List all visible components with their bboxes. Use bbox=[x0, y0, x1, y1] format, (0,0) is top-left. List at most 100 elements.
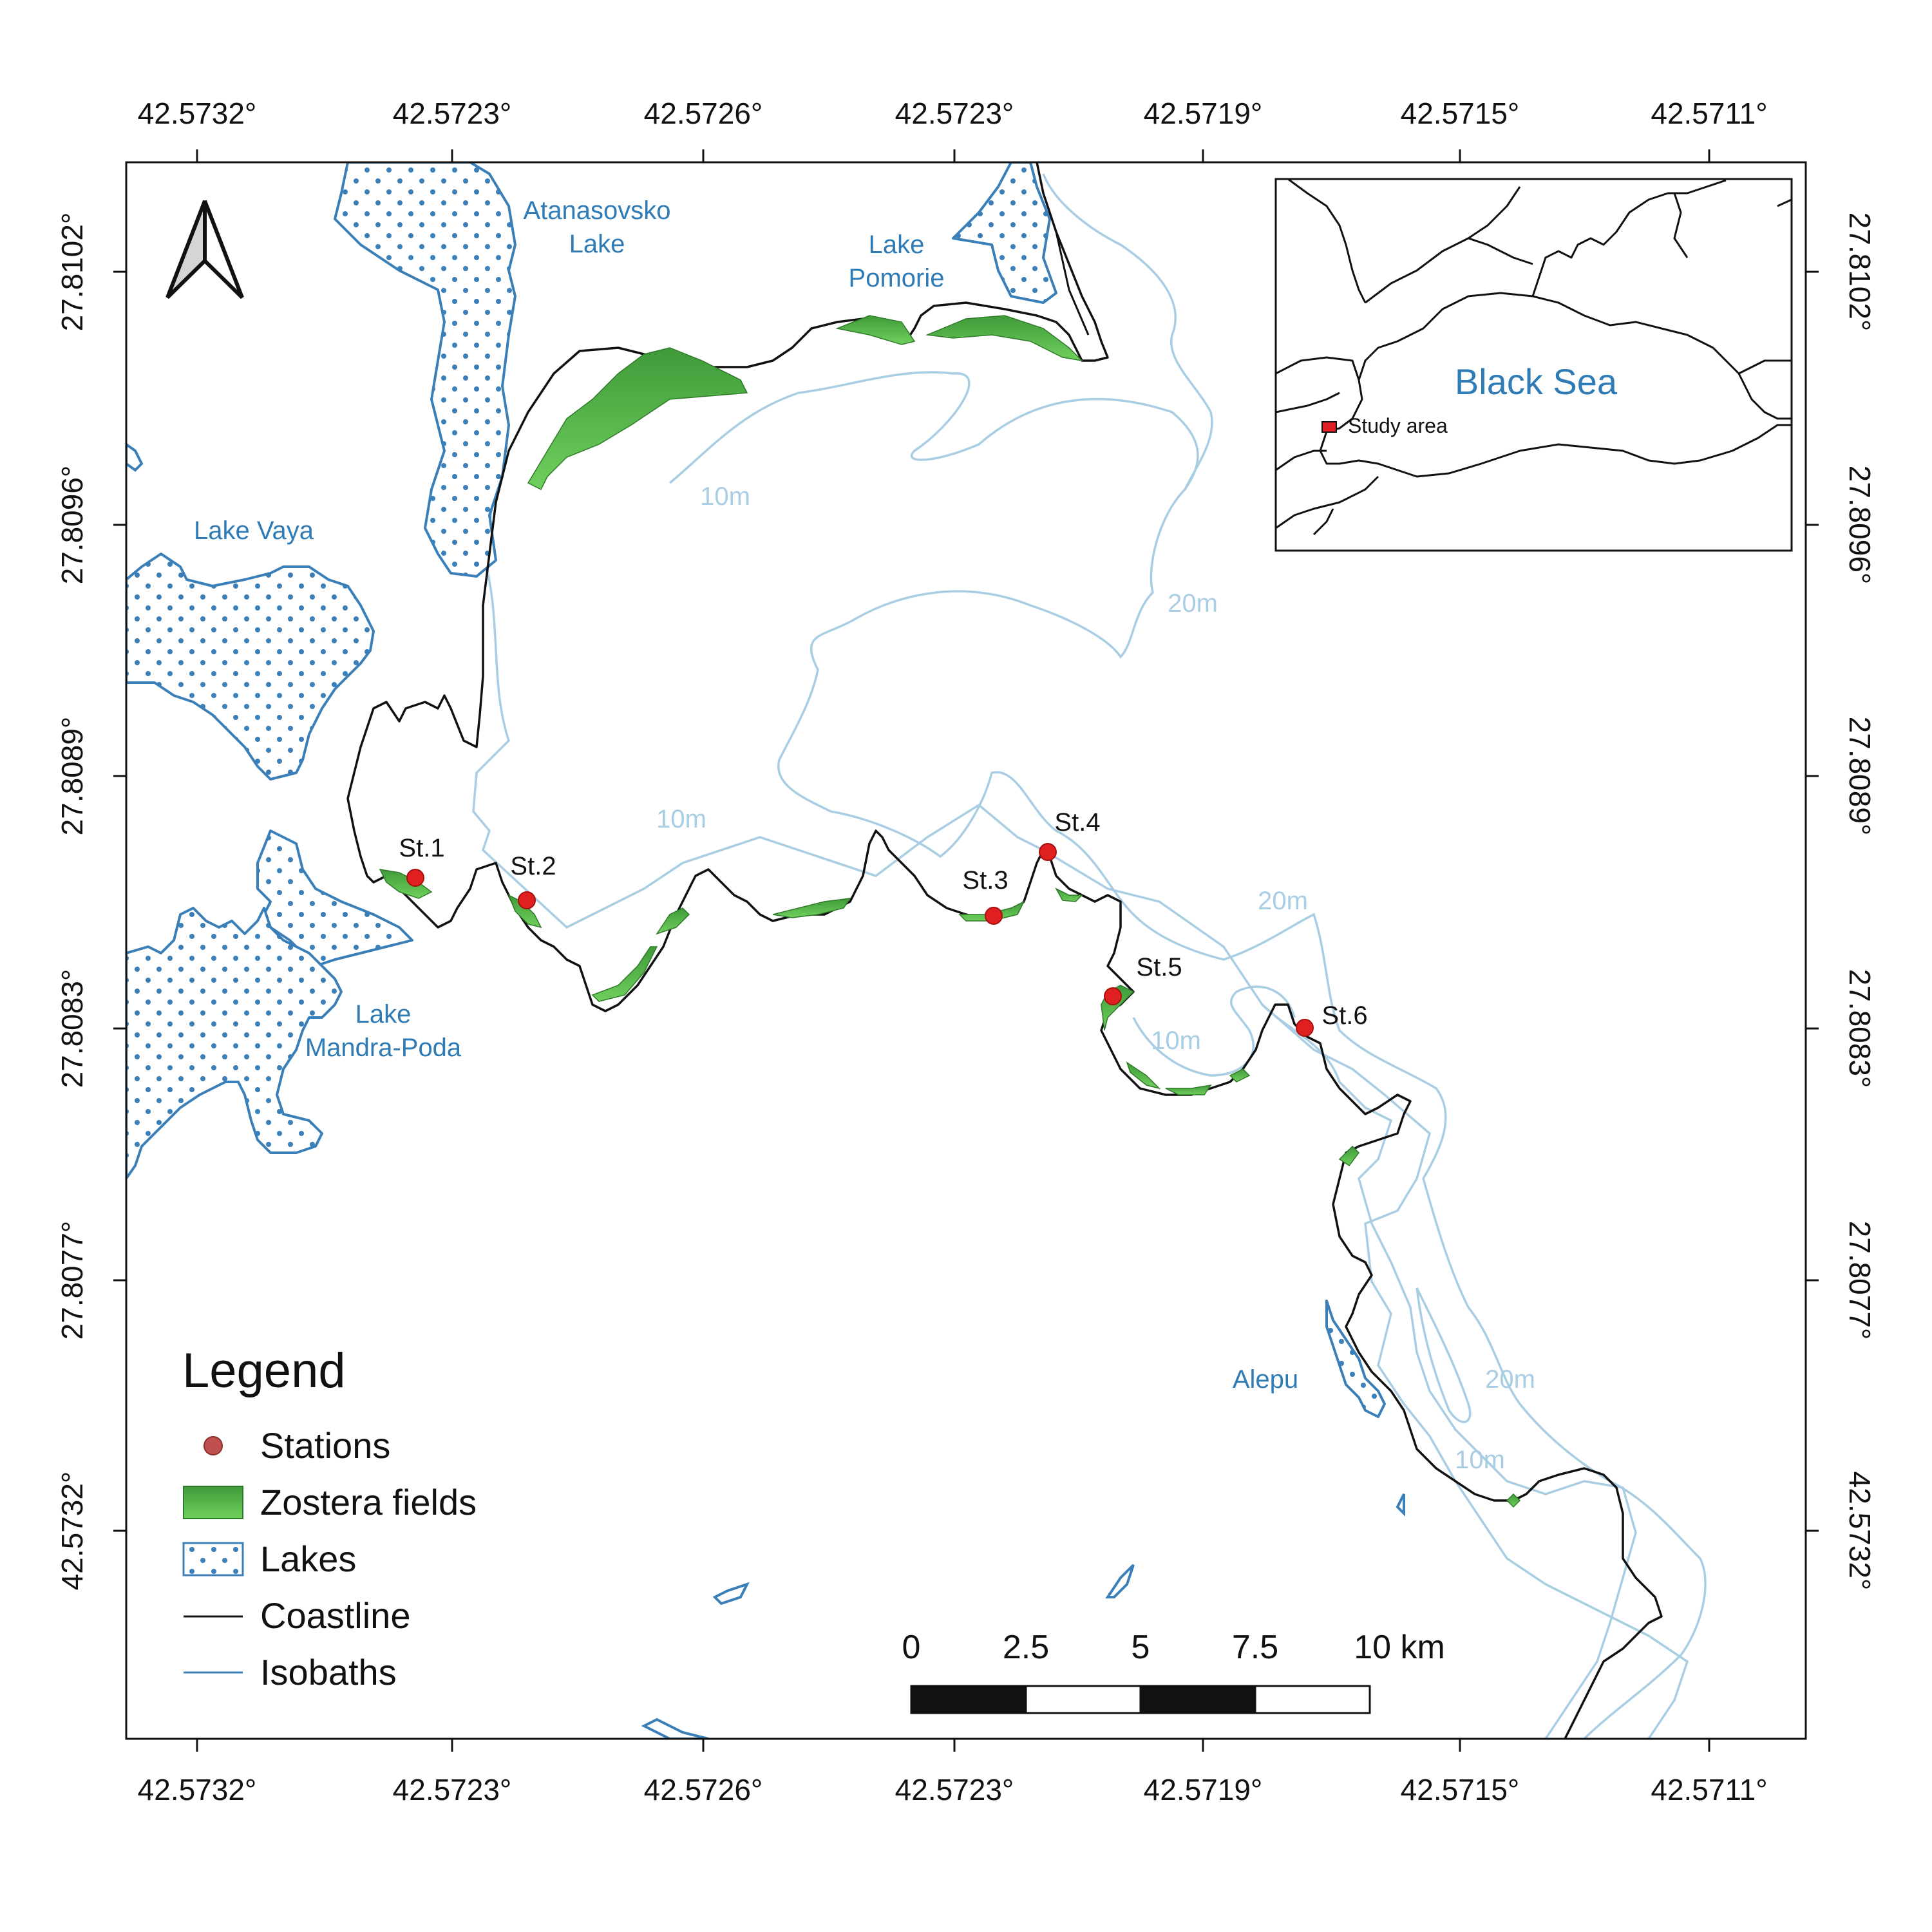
label-mandra-2: Mandra-Poda bbox=[305, 1034, 462, 1062]
top-tick-4: 42.5723° bbox=[895, 97, 1014, 130]
left-tick-3: 27.8089° bbox=[55, 717, 89, 836]
right-tick-4: 27.8083° bbox=[1843, 969, 1877, 1088]
left-tick-2: 27.8096° bbox=[55, 466, 89, 585]
top-tick-3: 42.5726° bbox=[644, 97, 763, 130]
islet-2 bbox=[1105, 1564, 1135, 1598]
zostera-cove-1 bbox=[1126, 1061, 1161, 1090]
lake-labels: Atanasovsko Lake Lake Pomorie Lake Vaya … bbox=[194, 196, 1298, 1394]
station-2-marker[interactable] bbox=[518, 891, 536, 909]
legend-label-isobaths: Isobaths bbox=[260, 1652, 397, 1692]
legend: Legend Stations Zostera fields Lakes Coa… bbox=[182, 1343, 477, 1692]
zostera-south-2 bbox=[1506, 1493, 1521, 1508]
bottom-tick-2: 42.5723° bbox=[393, 1773, 512, 1806]
bottom-axis-labels: 42.5732° 42.5723° 42.5726° 42.5723° 42.5… bbox=[138, 1773, 1768, 1806]
isobath-10m-north bbox=[472, 352, 1689, 1739]
stations bbox=[406, 843, 1314, 1037]
right-tick-1: 27.8102° bbox=[1843, 213, 1877, 332]
station-5-marker[interactable] bbox=[1104, 987, 1122, 1005]
isobath-inner-alepu bbox=[1416, 1287, 1472, 1423]
islets bbox=[126, 442, 1405, 1739]
scale-label-0: 0 bbox=[902, 1629, 921, 1666]
inset-border-4 bbox=[1673, 193, 1689, 258]
islet-3 bbox=[641, 1718, 709, 1739]
top-tick-2: 42.5723° bbox=[393, 97, 512, 130]
zostera-coast-3 bbox=[772, 898, 851, 918]
legend-station-icon bbox=[204, 1436, 223, 1455]
coastline-spit bbox=[1055, 231, 1090, 336]
bottom-tick-1: 42.5732° bbox=[138, 1773, 257, 1806]
inset-border-7 bbox=[1312, 508, 1334, 536]
station-label-5: St.5 bbox=[1136, 953, 1182, 981]
station-1-marker[interactable] bbox=[406, 869, 424, 887]
legend-label-lakes: Lakes bbox=[260, 1539, 356, 1579]
islet-4 bbox=[1396, 1493, 1405, 1517]
lake-mandra-west bbox=[126, 907, 343, 1180]
zostera-pomorie-2 bbox=[925, 315, 1084, 362]
isobath-label-3: 10m bbox=[656, 805, 706, 833]
right-axis-labels: 27.8102° 27.8096° 27.8089° 27.8083° 27.8… bbox=[1843, 213, 1877, 1591]
islet-5 bbox=[126, 442, 144, 472]
zostera-cove-3 bbox=[1229, 1068, 1251, 1083]
bottom-tick-4: 42.5723° bbox=[895, 1773, 1014, 1806]
top-tick-1: 42.5732° bbox=[138, 97, 257, 130]
inset-black-sea-coast bbox=[1276, 356, 1792, 478]
scale-label-2-5: 2.5 bbox=[1003, 1629, 1049, 1666]
scale-label-10: 10 km bbox=[1354, 1629, 1445, 1666]
isobath-label-2: 20m bbox=[1168, 589, 1218, 618]
inset-border-5 bbox=[1276, 450, 1327, 471]
inset-border-10 bbox=[1738, 359, 1792, 375]
top-tick-6: 42.5715° bbox=[1401, 97, 1520, 130]
lake-vaya bbox=[126, 553, 375, 781]
lake-pomorie bbox=[952, 162, 1057, 304]
isobath-labels: 10m 20m 10m 20m 10m 20m 10m bbox=[656, 482, 1535, 1474]
isobath-20m-east bbox=[777, 173, 1707, 1739]
legend-zostera-swatch bbox=[183, 1486, 243, 1519]
top-axis-labels: 42.5732° 42.5723° 42.5726° 42.5723° 42.5… bbox=[138, 97, 1768, 130]
scale-label-5: 5 bbox=[1132, 1629, 1150, 1666]
left-axis-labels: 27.8102° 27.8096° 27.8089° 27.8083° 27.8… bbox=[55, 213, 89, 1591]
isobath-10m-bay bbox=[668, 371, 1199, 490]
bottom-tick-5: 42.5719° bbox=[1144, 1773, 1263, 1806]
inset-map: Black Sea Study area bbox=[1274, 178, 1793, 552]
lake-alepu bbox=[1325, 1300, 1386, 1418]
station-labels: St.1 St.2 St.3 St.4 St.5 St.6 bbox=[399, 808, 1367, 1030]
lake-mandra-poda bbox=[256, 829, 413, 967]
zostera-fields bbox=[379, 315, 1521, 1508]
scale-bar: 0 2.5 5 7.5 10 km bbox=[902, 1629, 1445, 1714]
legend-label-coastline: Coastline bbox=[260, 1595, 410, 1636]
label-mandra-1: Lake bbox=[355, 1000, 412, 1028]
right-tick-3: 27.8089° bbox=[1843, 717, 1877, 836]
inset-border-1 bbox=[1287, 179, 1367, 303]
bottom-tick-7: 42.5711° bbox=[1651, 1773, 1767, 1806]
legend-lakes-swatch bbox=[182, 1542, 244, 1577]
zostera-south-1 bbox=[1338, 1145, 1359, 1167]
station-label-6: St.6 bbox=[1321, 1001, 1367, 1030]
station-6-marker[interactable] bbox=[1296, 1019, 1314, 1037]
inset-border-8 bbox=[1276, 392, 1340, 413]
station-4-marker[interactable] bbox=[1039, 843, 1057, 861]
map-frame bbox=[125, 161, 1807, 1740]
lakes bbox=[126, 162, 1386, 1418]
isobath-label-1: 10m bbox=[700, 482, 750, 511]
top-tick-7: 42.5711° bbox=[1651, 97, 1767, 130]
scale-label-7-5: 7.5 bbox=[1232, 1629, 1278, 1666]
isobath-10m-south bbox=[1261, 1003, 1637, 1739]
bottom-tick-6: 42.5715° bbox=[1401, 1773, 1520, 1806]
inset-crimea bbox=[1531, 179, 1727, 297]
inset-study-label: Study area bbox=[1348, 414, 1448, 437]
station-label-4: St.4 bbox=[1054, 808, 1100, 837]
label-atanasovsko-1: Atanasovsko bbox=[523, 196, 670, 225]
station-3-marker[interactable] bbox=[985, 907, 1003, 925]
inset-border-3 bbox=[1468, 237, 1533, 265]
legend-title: Legend bbox=[182, 1343, 346, 1398]
label-atanasovsko-2: Lake bbox=[569, 230, 625, 258]
right-tick-5: 27.8077° bbox=[1843, 1221, 1877, 1340]
right-tick-6: 42.5732° bbox=[1843, 1472, 1877, 1591]
left-tick-1: 27.8102° bbox=[55, 213, 89, 332]
station-label-3: St.3 bbox=[962, 866, 1008, 895]
zostera-coast-2 bbox=[656, 907, 690, 935]
station-label-1: St.1 bbox=[399, 834, 444, 862]
zostera-coast-1 bbox=[591, 946, 658, 1002]
isobath-label-5: 10m bbox=[1151, 1027, 1201, 1055]
